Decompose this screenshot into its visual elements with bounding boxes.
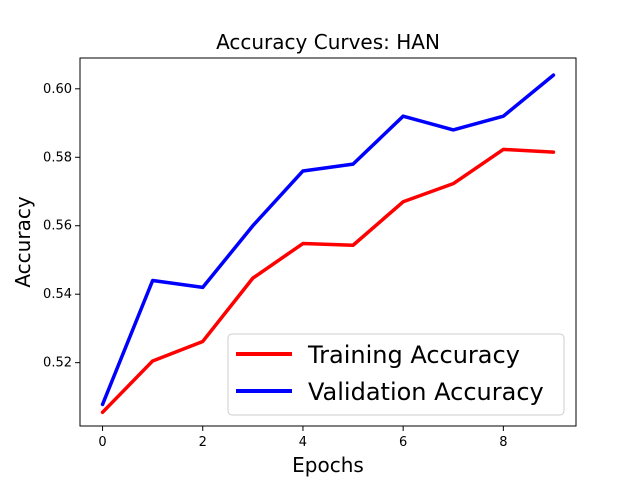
y-axis-tick-label: 0.52 xyxy=(43,356,72,371)
chart-title: Accuracy Curves: HAN xyxy=(216,30,440,54)
x-axis-tick-label: 0 xyxy=(98,435,106,450)
x-axis-tick-label: 6 xyxy=(399,435,407,450)
x-axis-tick-label: 2 xyxy=(199,435,207,450)
y-axis-tick-label: 0.54 xyxy=(43,287,72,302)
x-axis-tick-label: 8 xyxy=(499,435,507,450)
x-axis-label: Epochs xyxy=(292,453,364,477)
y-axis-label: Accuracy xyxy=(11,196,35,287)
legend: Training Accuracy Validation Accuracy xyxy=(228,334,564,415)
y-axis-tick-label: 0.56 xyxy=(43,219,72,234)
legend-label-validation: Validation Accuracy xyxy=(308,378,544,406)
legend-label-training: Training Accuracy xyxy=(307,341,520,369)
y-axis-tick-label: 0.60 xyxy=(43,82,72,97)
y-axis-tick-label: 0.58 xyxy=(43,150,72,165)
x-axis-tick-label: 4 xyxy=(299,435,307,450)
